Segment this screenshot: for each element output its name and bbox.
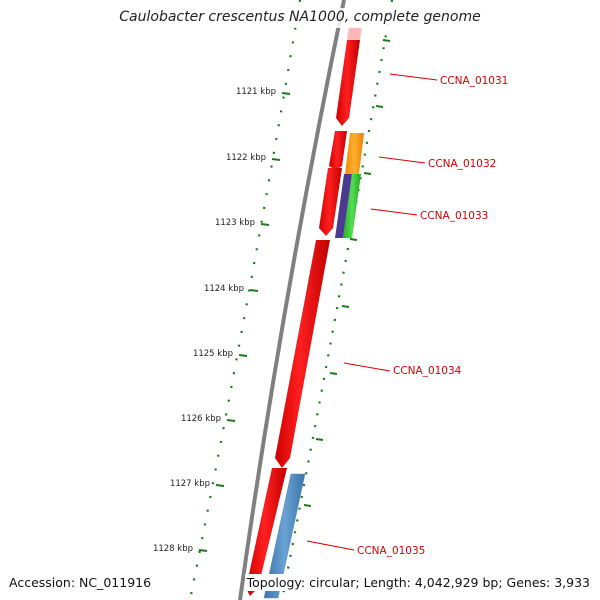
gene-ccna-01031-faded — [347, 26, 362, 40]
gene-ccna-01031 — [336, 40, 360, 126]
scale-tick-mark — [281, 92, 291, 95]
scale-tick-label: 1124 kbp — [204, 284, 244, 294]
gene-ccna-01032b — [343, 174, 361, 238]
scale-tick-mark — [271, 158, 281, 161]
gene-red-small — [329, 131, 347, 170]
title-backdrop — [120, 8, 480, 28]
scale-tick-label: 1122 kbp — [226, 153, 266, 163]
accession-text: Accession: NC_011916 — [8, 574, 153, 591]
gene-label-ccna-01035: CCNA_01035 — [357, 545, 425, 557]
gene-ccna-01033-purple — [335, 174, 352, 238]
gene-features — [246, 26, 364, 599]
label-leaders — [306, 73, 438, 551]
gene-ccna-01034 — [275, 240, 330, 468]
outer-dotted-ring — [280, 0, 394, 600]
gene-ccna-01035 — [263, 473, 306, 599]
scale-tick-mark — [249, 289, 259, 292]
gene-ccna-01035-red — [246, 468, 287, 596]
scale-tick-mark — [260, 223, 270, 226]
genome-backbone — [238, 0, 346, 600]
scale-tick-mark — [215, 484, 225, 487]
scale-tick-label: 1126 kbp — [181, 414, 221, 424]
gene-ccna-01032 — [345, 133, 364, 174]
scale-tick-mark — [238, 354, 248, 357]
scale-tick-mark — [226, 419, 236, 422]
inner-dotted-ring — [188, 0, 302, 600]
scale-tick-label: 1123 kbp — [215, 218, 255, 228]
gene-label-ccna-01034: CCNA_01034 — [393, 365, 462, 377]
gene-ccna-01033 — [319, 168, 342, 236]
scale-tick-label: 1121 kbp — [236, 87, 276, 97]
gene-label-ccna-01032: CCNA_01032 — [428, 158, 496, 170]
scale-ticks: 1121 kbp 1122 kbp 1123 kbp 1124 kbp 1125 kbp… — [153, 87, 291, 554]
topology-summary: Topology: circular; Length: 4,042,929 bp… — [244, 574, 592, 591]
scale-tick-label: 1128 kbp — [153, 544, 193, 554]
scale-tick-mark — [198, 549, 208, 552]
scale-tick-label: 1127 kbp — [170, 479, 210, 489]
genome-title: Caulobacter crescentus NA1000, complete … — [119, 9, 481, 25]
gene-label-ccna-01033: CCNA_01033 — [420, 210, 488, 222]
scale-tick-label: 1125 kbp — [193, 349, 233, 359]
outer-ring-dashes — [303, 39, 391, 507]
gene-label-ccna-01031: CCNA_01031 — [440, 75, 508, 87]
